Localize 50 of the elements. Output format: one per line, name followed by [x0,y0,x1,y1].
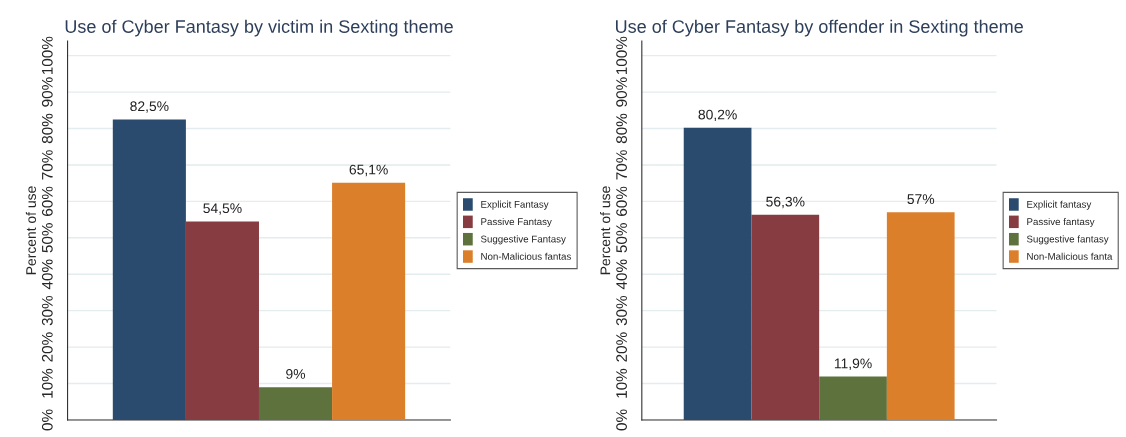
y-tick-label: 20% [616,332,627,362]
legend-label: Suggestive Fantasy [480,235,566,245]
y-tick-label: 80% [616,113,627,144]
y-tick-label: 100% [41,36,53,75]
data-label: 57% [907,194,935,204]
legend-label: Non-Malicious fanta [1027,252,1113,260]
data-label: 65,1% [349,164,388,177]
data-label: 11,9% [834,358,872,370]
data-label: 9% [286,369,306,379]
y-tick-label: 10% [616,368,627,398]
y-tick-label: 70% [41,150,53,180]
bar [819,376,887,420]
y-tick-label: 40% [41,259,53,290]
y-tick-label: 10% [41,368,53,398]
y-tick-label: 100% [616,36,627,75]
bar [185,221,259,420]
y-tick-label: 70% [616,150,627,180]
bar [751,214,820,420]
y-axis-title: Percent of use [600,186,611,275]
y-tick-label: 30% [616,295,627,326]
bar [112,119,186,420]
legend-label: Suggestive fantasy [1026,235,1109,245]
data-label: 56,3% [766,196,805,209]
bar [258,387,333,420]
legend-label: Passive fantasy [1027,217,1095,228]
y-axis-title: Percent of use [25,186,36,275]
legend-label: Explicit fantasy [1027,200,1092,210]
legend-label: Non-Malicious fantas [481,252,571,260]
y-tick-label: 20% [41,332,53,362]
data-label: 82,5% [130,101,169,113]
bar [332,182,406,420]
y-tick-label: 50% [41,223,53,253]
data-label: 80,2% [698,109,737,122]
y-tick-label: 30% [41,295,53,326]
y-tick-label: 60% [616,186,627,216]
bar [683,127,752,420]
data-label: 54,5% [203,203,242,215]
legend-label: Explicit Fantasy [481,200,549,210]
chart-title: Use of Cyber Fantasy by victim in Sexting theme [65,19,453,37]
y-tick-label: 0% [616,409,627,431]
y-tick-label: 90% [41,77,53,107]
y-tick-label: 50% [616,223,627,253]
bar [886,212,955,420]
chart-title: Use of Cyber Fantasy by offender in Sexting theme [616,19,1023,37]
y-tick-label: 0% [41,409,53,431]
y-tick-label: 80% [41,113,53,144]
y-tick-label: 60% [41,186,53,216]
y-tick-label: 90% [616,77,627,107]
y-tick-label: 40% [616,259,627,290]
legend-label: Passive Fantasy [481,217,552,228]
